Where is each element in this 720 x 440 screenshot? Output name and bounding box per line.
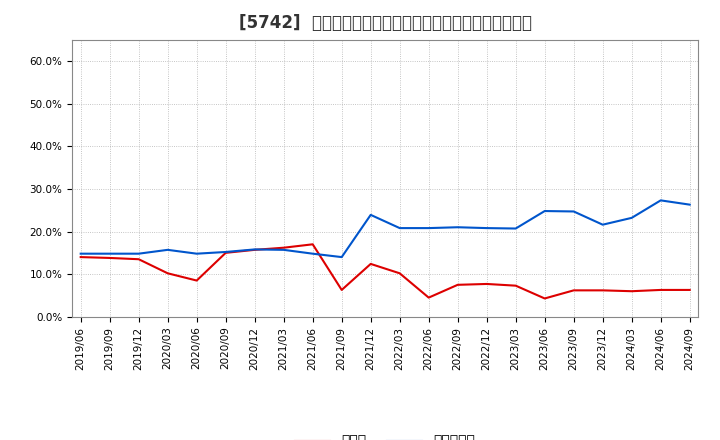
- 有利子負債: [541, 209, 549, 214]
- 有利子負債: [454, 224, 462, 230]
- 現頲金: [482, 281, 491, 286]
- 現頲金: [366, 261, 375, 267]
- 有利子負債: [308, 251, 317, 257]
- 有利子負債: [279, 247, 288, 253]
- 有利子負債: [135, 251, 143, 257]
- 現頲金: [395, 271, 404, 276]
- 現頲金: [221, 250, 230, 256]
- 有利子負債: [570, 209, 578, 214]
- 現頲金: [279, 245, 288, 250]
- 有利子負債: [395, 225, 404, 231]
- 有利子負債: [221, 249, 230, 255]
- 有利子負債: [251, 247, 259, 252]
- 有利子負債: [482, 225, 491, 231]
- 現頲金: [685, 287, 694, 293]
- 現頲金: [308, 242, 317, 247]
- 有利子負債: [627, 215, 636, 220]
- 有利子負債: [366, 212, 375, 217]
- 有利子負債: [424, 225, 433, 231]
- 現頲金: [511, 283, 520, 288]
- 現頲金: [657, 287, 665, 293]
- 現頲金: [338, 287, 346, 293]
- Line: 有利子負債: 有利子負債: [81, 200, 690, 257]
- 現頲金: [251, 247, 259, 253]
- 現頲金: [163, 271, 172, 276]
- Legend: 現頲金, 有利子負債: 現頲金, 有利子負債: [290, 429, 480, 440]
- Title: [5742]  現頲金、有利子負債の総資産に対する比率の推移: [5742] 現頲金、有利子負債の総資産に対する比率の推移: [239, 15, 531, 33]
- 有利子負債: [105, 251, 114, 257]
- 現頲金: [598, 288, 607, 293]
- 有利子負債: [598, 222, 607, 227]
- Line: 現頲金: 現頲金: [81, 244, 690, 298]
- 現頲金: [570, 288, 578, 293]
- 現頲金: [424, 295, 433, 300]
- 有利子負債: [338, 254, 346, 260]
- 現頲金: [76, 254, 85, 260]
- 有利子負債: [685, 202, 694, 207]
- 有利子負債: [192, 251, 201, 257]
- 現頲金: [105, 255, 114, 260]
- 有利子負債: [163, 247, 172, 253]
- 有利子負債: [511, 226, 520, 231]
- 現頲金: [135, 257, 143, 262]
- 有利子負債: [76, 251, 85, 257]
- 現頲金: [454, 282, 462, 287]
- 現頲金: [192, 278, 201, 283]
- 現頲金: [541, 296, 549, 301]
- 有利子負債: [657, 198, 665, 203]
- 現頲金: [627, 289, 636, 294]
